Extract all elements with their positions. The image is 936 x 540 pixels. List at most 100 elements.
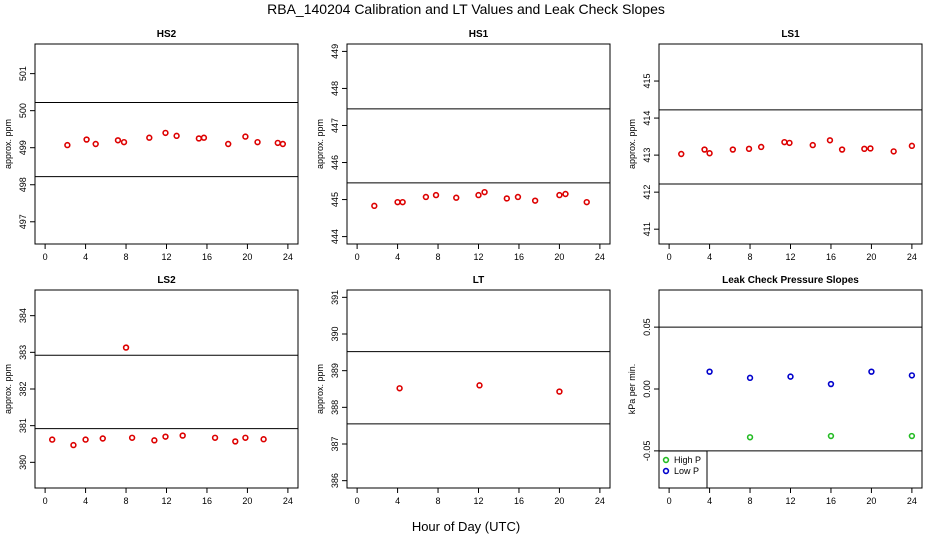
x-tick-label: 12 <box>473 252 483 262</box>
y-tick-label: 0.00 <box>642 380 652 398</box>
panel-title: LS2 <box>157 275 176 286</box>
x-tick-label: 8 <box>124 496 129 506</box>
x-tick-label: 4 <box>83 496 88 506</box>
data-point <box>179 432 186 439</box>
y-tick-label: 390 <box>330 326 340 341</box>
data-point <box>514 193 522 201</box>
x-tick-label: 16 <box>514 496 524 506</box>
panel-5: LT approx. ppm 0 4 8 12 16 20 24 386 387 388 389 390 3… <box>315 275 611 506</box>
y-tick-label: 383 <box>18 345 28 360</box>
plot-frame <box>34 289 299 489</box>
y-tick-label: 388 <box>330 400 340 415</box>
data-point <box>453 194 460 201</box>
data-point <box>162 129 169 137</box>
y-tick-label: 380 <box>18 455 28 470</box>
panel-title: HS2 <box>157 29 177 40</box>
panels-group: HS2 approx. ppm 0 4 8 12 16 20 24 497 498 499 500 501… <box>3 29 923 506</box>
y-axis-label: approx. ppm <box>3 119 13 169</box>
y-tick-label: 415 <box>642 74 652 89</box>
y-axis-label: approx. ppm <box>315 119 325 169</box>
data-point <box>432 191 440 199</box>
data-point <box>867 145 874 152</box>
data-point <box>92 140 99 148</box>
data-point <box>396 385 403 392</box>
x-tick-label: 24 <box>907 252 917 262</box>
data-point <box>195 135 203 142</box>
y-tick-label: 414 <box>642 111 652 126</box>
data-point <box>481 188 488 196</box>
panel-title: Leak Check Pressure Slopes <box>722 275 859 286</box>
x-tick-label: 0 <box>43 252 48 262</box>
x-tick-label: 20 <box>242 496 252 506</box>
x-tick-label: 8 <box>748 252 753 262</box>
x-tick-label: 24 <box>595 252 605 262</box>
data-point <box>211 434 219 441</box>
data-point <box>729 146 737 153</box>
legend-marker <box>662 456 670 464</box>
y-tick-label: 381 <box>18 418 28 433</box>
x-tick-label: 24 <box>283 496 293 506</box>
y-axis-label: approx. ppm <box>315 364 325 414</box>
x-tick-label: 24 <box>283 252 293 262</box>
legend-label: High P <box>674 455 701 465</box>
data-point <box>371 202 378 210</box>
y-tick-label: 387 <box>330 436 340 451</box>
plot-frame <box>346 43 611 245</box>
data-point <box>225 140 232 148</box>
data-point <box>908 432 916 440</box>
data-point <box>556 388 563 395</box>
panel-4: LS2 approx. ppm 0 4 8 12 16 20 24 380 381 382 383 384 <box>3 275 299 506</box>
x-tick-label: 8 <box>436 496 441 506</box>
x-tick-label: 4 <box>395 252 400 262</box>
data-point <box>890 148 897 155</box>
data-point <box>908 372 916 379</box>
y-tick-label: 384 <box>18 308 28 323</box>
data-point <box>678 150 685 158</box>
data-point <box>254 138 261 146</box>
data-point <box>274 139 281 147</box>
x-tick-label: 12 <box>161 496 171 506</box>
data-point <box>809 141 816 149</box>
y-tick-label: 498 <box>18 177 28 192</box>
plot-frame <box>346 289 611 489</box>
x-tick-label: 0 <box>355 252 360 262</box>
data-point <box>200 134 208 141</box>
data-point <box>260 436 267 443</box>
data-point <box>908 142 916 150</box>
x-tick-label: 20 <box>242 252 252 262</box>
x-tick-label: 16 <box>826 252 836 262</box>
y-tick-label: 411 <box>642 222 652 236</box>
data-point <box>562 190 569 198</box>
y-tick-label: 382 <box>18 381 28 396</box>
x-tick-label: 16 <box>514 252 524 262</box>
data-point <box>399 198 406 206</box>
data-point <box>781 138 788 146</box>
data-point <box>279 140 287 148</box>
data-point <box>99 435 106 442</box>
y-tick-label: 499 <box>18 140 28 155</box>
data-point <box>122 344 130 351</box>
data-point <box>173 132 180 140</box>
x-tick-label: 12 <box>473 496 483 506</box>
data-point <box>151 437 158 444</box>
x-tick-label: 12 <box>161 252 171 262</box>
x-tick-label: 0 <box>43 496 48 506</box>
y-tick-label: 447 <box>330 118 340 133</box>
data-point <box>787 373 794 380</box>
x-tick-label: 4 <box>83 252 88 262</box>
data-point <box>786 139 793 147</box>
x-tick-label: 20 <box>866 496 876 506</box>
panel-title: LS1 <box>781 29 800 40</box>
data-point <box>757 143 765 151</box>
x-tick-label: 24 <box>595 496 605 506</box>
x-tick-label: 0 <box>355 496 360 506</box>
panel-1: HS2 approx. ppm 0 4 8 12 16 20 24 497 498 499 500 501 <box>3 29 299 262</box>
data-point <box>838 146 846 153</box>
x-tick-label: 4 <box>395 496 400 506</box>
y-tick-label: 448 <box>330 81 340 96</box>
data-point <box>531 197 539 204</box>
x-tick-label: 20 <box>554 252 564 262</box>
panel-2: HS1 approx. ppm 0 4 8 12 16 20 24 444 445 446 447 448… <box>315 29 611 262</box>
data-point <box>746 374 754 382</box>
data-point <box>82 436 89 443</box>
